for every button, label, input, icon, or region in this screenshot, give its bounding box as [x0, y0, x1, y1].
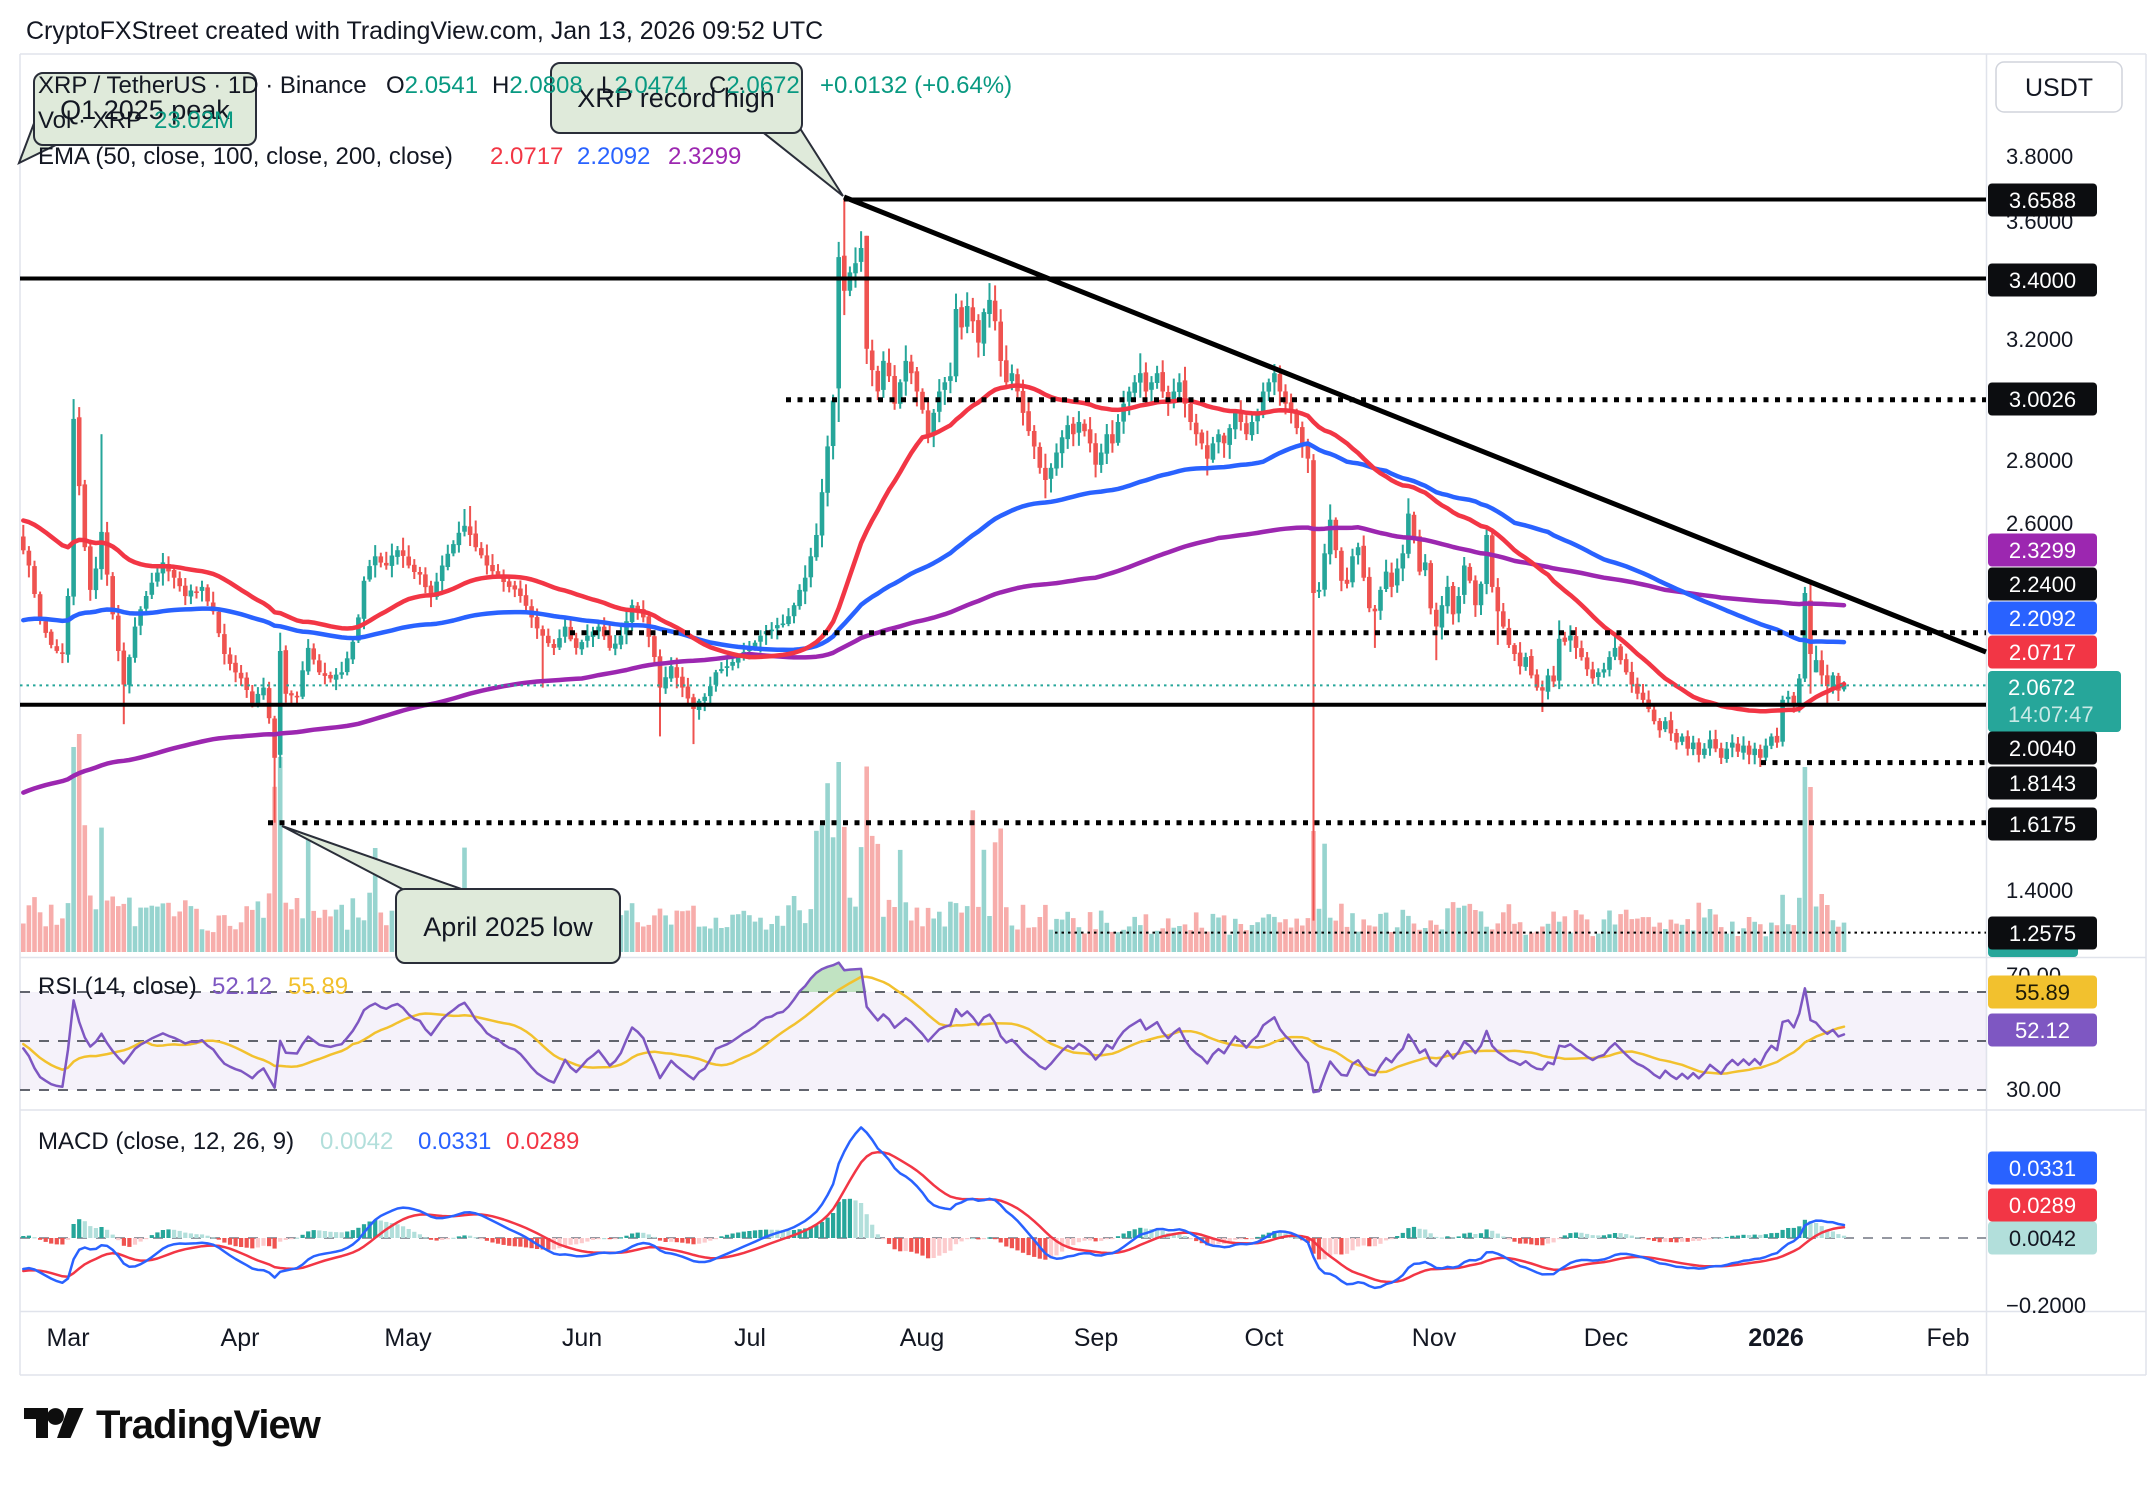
svg-text:2.0040: 2.0040 [2009, 736, 2076, 761]
svg-text:2026: 2026 [1748, 1324, 1804, 1352]
svg-text:Jun: Jun [562, 1324, 602, 1352]
svg-text:52.12: 52.12 [2015, 1018, 2070, 1043]
svg-text:55.89: 55.89 [288, 973, 348, 1000]
svg-text:2.0717: 2.0717 [2009, 640, 2076, 665]
svg-text:3.2000: 3.2000 [2006, 327, 2073, 352]
svg-text:May: May [384, 1324, 432, 1352]
svg-text:1.6175: 1.6175 [2009, 812, 2076, 837]
svg-text:H2.0808: H2.0808 [492, 72, 583, 99]
svg-text:April 2025 low: April 2025 low [423, 912, 593, 942]
svg-text:O2.0541: O2.0541 [386, 72, 478, 99]
svg-text:2.3299: 2.3299 [2009, 538, 2076, 563]
svg-text:Oct: Oct [1245, 1324, 1284, 1352]
svg-text:0.0331: 0.0331 [2009, 1156, 2076, 1181]
svg-text:Aug: Aug [900, 1324, 944, 1352]
svg-text:2.3299: 2.3299 [668, 143, 741, 170]
svg-text:0.0331: 0.0331 [418, 1128, 491, 1155]
svg-text:RSI (14, close): RSI (14, close) [38, 973, 197, 1000]
svg-text:Nov: Nov [1412, 1324, 1457, 1352]
svg-text:C2.0672: C2.0672 [709, 72, 800, 99]
svg-text:L2.0474: L2.0474 [601, 72, 688, 99]
svg-text:1.8143: 1.8143 [2009, 771, 2076, 796]
svg-text:2.8000: 2.8000 [2006, 448, 2073, 473]
svg-text:+0.0132 (+0.64%): +0.0132 (+0.64%) [820, 72, 1012, 99]
svg-text:CryptoFXStreet created with Tr: CryptoFXStreet created with TradingView.… [26, 17, 823, 45]
svg-text:Apr: Apr [221, 1324, 260, 1352]
svg-text:1.4000: 1.4000 [2006, 878, 2073, 903]
svg-text:52.12: 52.12 [212, 973, 272, 1000]
svg-text:Jul: Jul [734, 1324, 766, 1352]
svg-text:2.0672: 2.0672 [2008, 675, 2075, 700]
svg-text:3.6588: 3.6588 [2009, 188, 2076, 213]
svg-text:2.2092: 2.2092 [577, 143, 650, 170]
svg-text:Sep: Sep [1074, 1324, 1118, 1352]
svg-text:55.89: 55.89 [2015, 980, 2070, 1005]
svg-text:Dec: Dec [1584, 1324, 1628, 1352]
svg-text:3.4000: 3.4000 [2009, 268, 2076, 293]
svg-text:XRP / TetherUS · 1D · Binance: XRP / TetherUS · 1D · Binance [38, 72, 367, 99]
svg-text:3.0026: 3.0026 [2009, 387, 2076, 412]
svg-text:USDT: USDT [2025, 74, 2093, 102]
svg-text:XRP record high: XRP record high [577, 83, 775, 113]
svg-text:0.0289: 0.0289 [506, 1128, 579, 1155]
svg-text:2.0717: 2.0717 [490, 143, 563, 170]
svg-text:1.2575: 1.2575 [2009, 921, 2076, 946]
svg-text:14:07:47: 14:07:47 [2008, 702, 2094, 727]
svg-text:0.0289: 0.0289 [2009, 1193, 2076, 1218]
svg-text:Q1 2025 peak: Q1 2025 peak [60, 95, 230, 125]
svg-text:EMA (50, close, 100, close, 20: EMA (50, close, 100, close, 200, close) [38, 143, 453, 170]
svg-text:MACD (close, 12, 26, 9): MACD (close, 12, 26, 9) [38, 1128, 294, 1155]
svg-text:2.6000: 2.6000 [2006, 511, 2073, 536]
svg-text:30.00: 30.00 [2006, 1077, 2061, 1102]
svg-text:3.8000: 3.8000 [2006, 144, 2073, 169]
svg-text:Vol · XRP: Vol · XRP [38, 107, 142, 134]
svg-text:0.0042: 0.0042 [2009, 1226, 2076, 1251]
svg-text:2.2092: 2.2092 [2009, 606, 2076, 631]
svg-text:23.02M: 23.02M [154, 107, 234, 134]
svg-text:TradingView: TradingView [96, 1403, 322, 1447]
svg-text:−0.2000: −0.2000 [2006, 1293, 2086, 1318]
svg-text:Mar: Mar [46, 1324, 89, 1352]
svg-text:0.0042: 0.0042 [320, 1128, 393, 1155]
svg-text:2.2400: 2.2400 [2009, 572, 2076, 597]
svg-text:Feb: Feb [1926, 1324, 1969, 1352]
